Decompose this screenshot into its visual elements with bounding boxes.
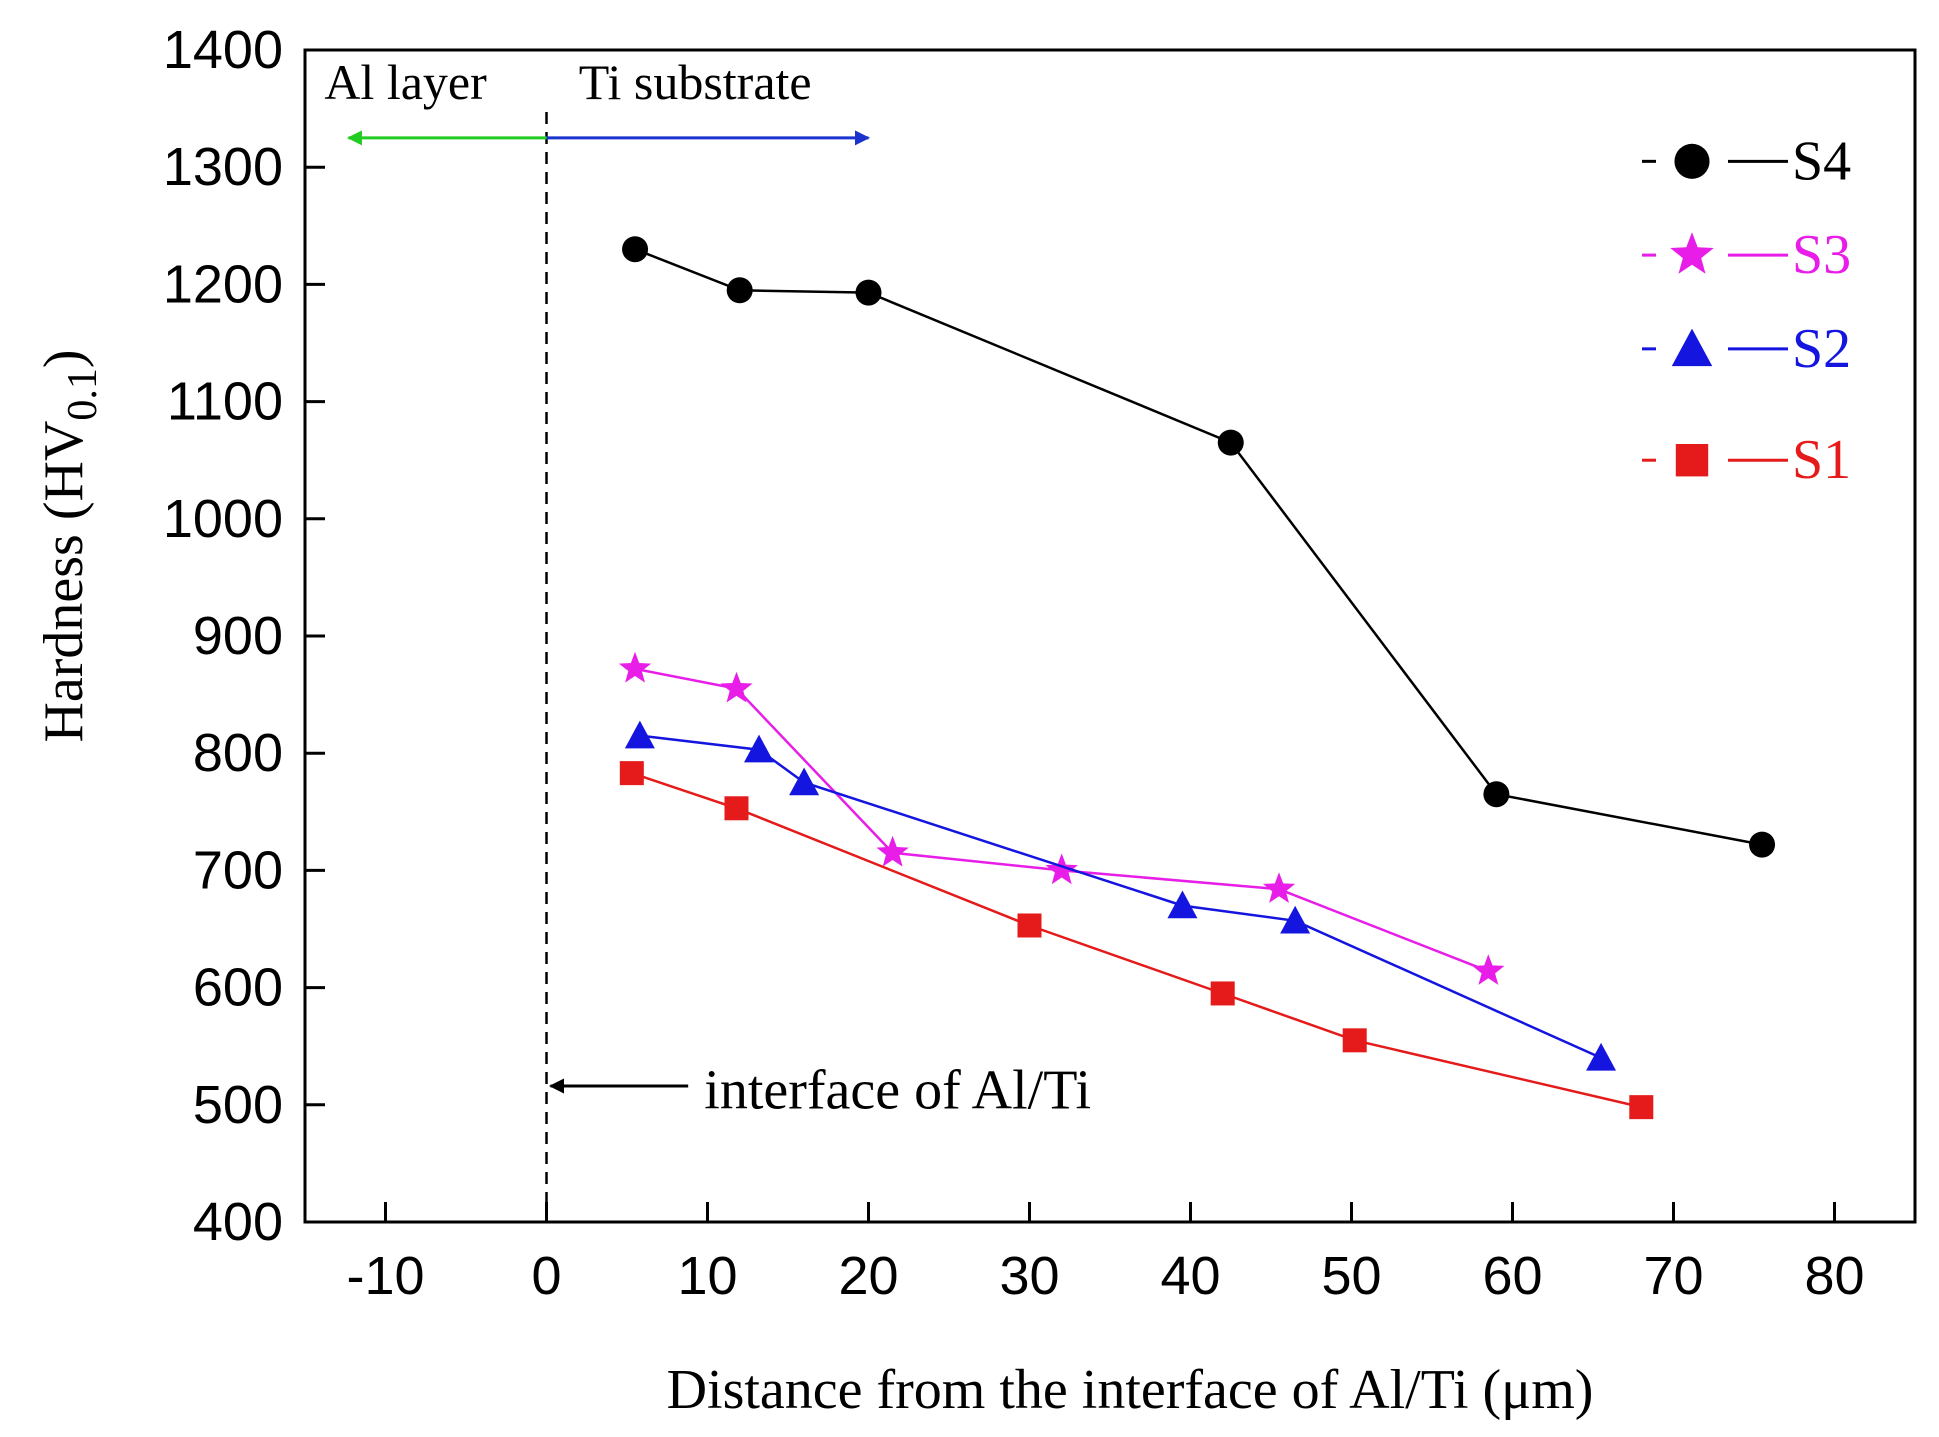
legend-entry-s4: S4	[1642, 130, 1851, 192]
y-tick-label: 600	[193, 958, 283, 1018]
x-tick-label: 70	[1643, 1246, 1703, 1306]
x-axis-label: Distance from the interface of Al/Ti (μm…	[667, 1359, 1594, 1421]
y-tick-label: 1100	[167, 372, 283, 432]
data-point-s4	[622, 236, 649, 263]
x-tick-label: 50	[1321, 1246, 1381, 1306]
series-line-s4	[634, 248, 1763, 846]
data-point-s3	[1472, 954, 1505, 985]
data-point-s3	[720, 671, 753, 703]
y-tick-label: 1400	[163, 20, 283, 80]
data-point-s2	[744, 734, 775, 763]
y-tick-label: 900	[193, 606, 283, 666]
y-tick-label: 800	[193, 723, 283, 783]
series-layer	[618, 236, 1776, 1120]
data-point-s1	[619, 761, 644, 786]
series-s1	[619, 761, 1654, 1120]
data-point-s3	[618, 651, 652, 683]
x-tick-label: 10	[677, 1246, 737, 1306]
legend-entry-s2: S2	[1642, 318, 1851, 380]
series-line-s3	[634, 667, 1489, 973]
data-point-s1	[1342, 1028, 1367, 1053]
data-point-s1	[1210, 981, 1235, 1006]
data-point-s2	[1280, 905, 1311, 934]
y-tick-label: 1300	[163, 137, 283, 197]
y-tick-label: 400	[193, 1192, 283, 1252]
y-tick-label: 500	[193, 1075, 283, 1135]
legend-entry-s1: S1	[1642, 429, 1851, 491]
y-tick-label: 1000	[163, 489, 283, 549]
data-point-s2	[789, 767, 820, 796]
data-point-s4	[855, 279, 882, 306]
legend-marker-s4	[1674, 143, 1710, 179]
data-point-s1	[1629, 1095, 1654, 1120]
y-axis: 400 500 600 700 800 900 1000 1100 1200 1300 1400	[163, 20, 325, 1252]
data-point-s1	[1017, 913, 1042, 938]
y-axis-label-sub: 0.1	[60, 368, 106, 421]
y-axis-label: Hardness (HV0.1)	[33, 349, 106, 742]
series-line-s1	[631, 771, 1642, 1109]
data-point-s2	[624, 720, 655, 749]
x-tick-label: 60	[1482, 1246, 1542, 1306]
y-axis-label-close: )	[33, 349, 95, 368]
data-point-s4	[1217, 429, 1244, 456]
data-point-s3	[1045, 853, 1078, 885]
legend-label-s3: S3	[1792, 224, 1851, 286]
legend-marker-s1	[1675, 444, 1709, 477]
al-layer-label: Al layer	[324, 54, 487, 110]
y-tick-label: 700	[193, 840, 283, 900]
series-line-s2	[639, 734, 1602, 1060]
data-point-s3	[1262, 872, 1296, 903]
data-point-s3	[876, 835, 909, 867]
legend-marker-s2	[1671, 328, 1713, 367]
series-s4	[622, 236, 1776, 858]
data-point-s4	[1483, 781, 1510, 808]
ti-substrate-label: Ti substrate	[579, 54, 812, 110]
x-tick-label: 40	[1160, 1246, 1220, 1306]
legend-label-s1: S1	[1792, 429, 1851, 491]
x-tick-label: 0	[531, 1246, 561, 1306]
legend-label-s4: S4	[1792, 130, 1851, 192]
series-s2	[624, 720, 1617, 1071]
legend-label-s2: S2	[1792, 318, 1851, 380]
interface-label: interface of Al/Ti	[704, 1059, 1091, 1121]
data-point-s4	[726, 277, 753, 304]
x-tick-label: 80	[1804, 1246, 1864, 1306]
data-point-s1	[724, 796, 749, 821]
y-tick-label: 1200	[163, 254, 283, 314]
data-point-s4	[1749, 831, 1776, 858]
data-point-s2	[1586, 1042, 1617, 1071]
legend: S4 S3 S2 S1	[1642, 130, 1851, 491]
y-axis-label-main: Hardness (HV	[33, 421, 95, 743]
series-s3	[618, 651, 1505, 985]
legend-entry-s3: S3	[1642, 224, 1851, 286]
data-point-s2	[1167, 890, 1198, 919]
legend-marker-s3	[1670, 232, 1714, 274]
x-axis: -10 0 10 20 30 40 50 60 70 80	[346, 1202, 1865, 1306]
x-tick-label: 20	[838, 1246, 898, 1306]
x-tick-label: 30	[999, 1246, 1059, 1306]
x-tick-label: -10	[346, 1246, 424, 1306]
